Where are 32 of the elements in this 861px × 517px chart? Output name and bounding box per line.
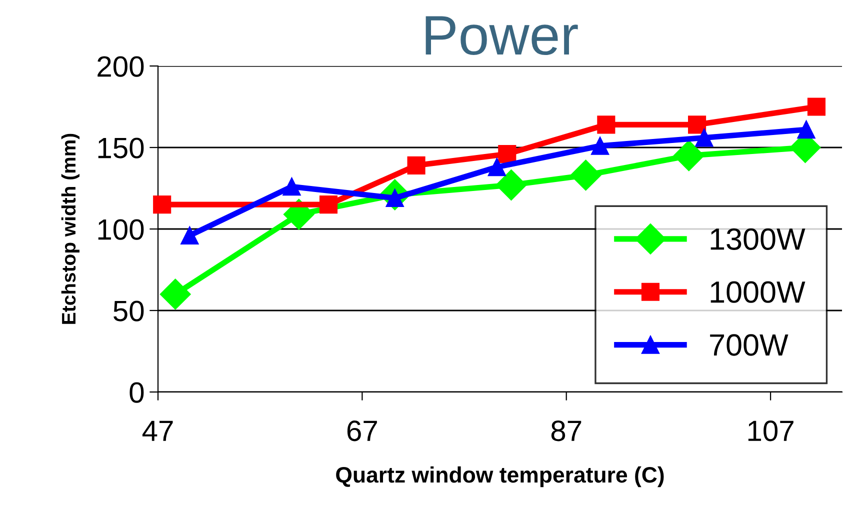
point (807, 98, 826, 116)
x-tick-label: 67 (347, 420, 377, 442)
x-tick-label: 87 (551, 420, 582, 442)
y-axis-title: Etchstop width (mm) (61, 134, 80, 324)
legend-label: 1000W (710, 281, 806, 303)
point (496, 170, 527, 200)
point (695, 128, 714, 147)
x-tick-label: 47 (142, 420, 173, 441)
point (597, 116, 616, 134)
x-axis-title: Quartz window temperature (C) (336, 466, 664, 488)
point (498, 144, 516, 164)
legend-label: 700W (710, 334, 788, 356)
point (488, 158, 506, 176)
y-tick-label: 100 (98, 219, 144, 240)
point (673, 140, 704, 172)
point (319, 196, 338, 214)
legend-label: 1300W (710, 228, 806, 250)
point (591, 136, 610, 155)
point (688, 116, 706, 134)
y-tick-label: 50 (114, 300, 144, 322)
point (180, 226, 199, 245)
point (407, 156, 426, 174)
chart-title: Power (426, 16, 578, 56)
point (570, 160, 602, 191)
point (153, 196, 172, 214)
y-tick-label: 0 (130, 382, 144, 403)
point (797, 120, 816, 139)
y-tick-label: 200 (98, 56, 144, 77)
point (160, 278, 191, 310)
x-tick-label: 107 (748, 420, 794, 442)
point (282, 178, 301, 196)
y-tick-label: 150 (98, 138, 144, 158)
